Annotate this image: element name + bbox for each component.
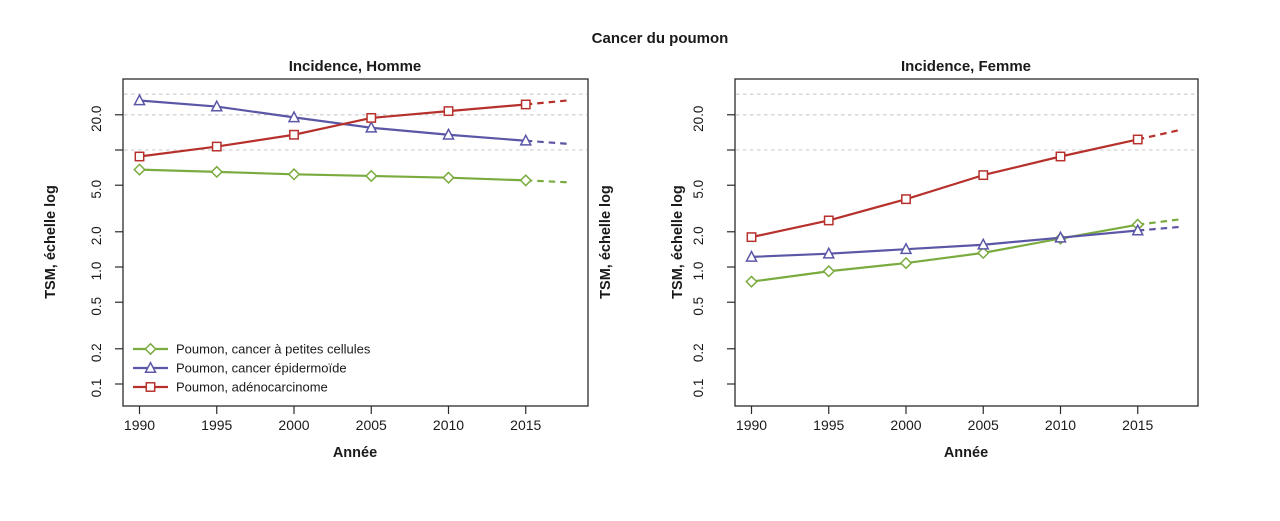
x-tick-label: 2000 [278, 417, 309, 433]
y-tick-label: 5.0 [89, 180, 104, 199]
y-tick-label: 1.0 [691, 262, 706, 281]
legend-label-epidermoide: Poumon, cancer épidermoïde [176, 361, 347, 376]
triangle-marker [822, 246, 835, 259]
triangle-marker [519, 133, 532, 146]
triangle-marker [133, 93, 146, 106]
triangle-marker [899, 242, 913, 255]
diamond-marker [144, 342, 157, 356]
y-tick-label: 2.0 [89, 226, 104, 245]
x-tick-label: 2005 [968, 417, 999, 433]
series-line-epidermoide [139, 99, 526, 142]
y-tick-label: 0.2 [691, 343, 706, 362]
diamond-marker [899, 256, 913, 270]
x-tick-label: 1990 [736, 417, 767, 433]
triangle-marker [365, 120, 378, 133]
triangle-marker [1054, 230, 1067, 243]
y-tick-label: 20.0 [89, 106, 104, 132]
main-title: Cancer du poumon [592, 30, 729, 47]
series-line-petites-cellules [139, 168, 526, 182]
y-tick-label: 0.5 [691, 297, 706, 316]
x-tick-label: 2010 [433, 417, 464, 433]
x-tick-label: 2000 [890, 417, 921, 433]
series-line-petites-cellules [751, 223, 1138, 283]
triangle-marker [144, 360, 157, 373]
y-tick-label: 0.2 [89, 343, 104, 362]
x-tick-label: 2010 [1045, 417, 1076, 433]
diamond-marker [210, 165, 224, 179]
triangle-marker [745, 249, 758, 262]
square-marker [1132, 134, 1143, 145]
series-line-adenocarcinome [751, 138, 1138, 239]
y-axis-title-femme-left: TSM, échelle log [670, 185, 686, 299]
panel-title-femme: Incidence, Femme [901, 58, 1031, 75]
diamond-marker [745, 275, 758, 288]
y-tick-label: 0.1 [89, 379, 104, 398]
y-axis-title-homme-right: TSM, échelle log [598, 185, 614, 299]
panel-homme: Incidence, Homme TSM, échelle log TSM, é… [43, 58, 614, 461]
legend-label-adenocarcinome: Poumon, adénocarcinome [176, 380, 328, 395]
legend-label-petites-cellules: Poumon, cancer à petites cellules [176, 342, 371, 357]
diamond-marker [519, 174, 533, 187]
series-line-epidermoide [751, 229, 1138, 258]
legend: Poumon, cancer à petites cellules Poumon… [133, 342, 371, 395]
y-tick-label: 0.5 [89, 297, 104, 316]
triangle-marker [210, 99, 223, 112]
plot-area-femme: 0.1 0.2 0.5 1.0 2.0 5.0 20.0 1990 1995 2000 2005 20… [691, 78, 1199, 433]
y-axis-title-homme-left: TSM, échelle log [43, 185, 59, 299]
diamond-marker [364, 169, 378, 183]
y-tick-label: 2.0 [691, 226, 706, 245]
x-tick-label: 1990 [124, 417, 155, 433]
square-marker [366, 112, 377, 123]
series-projection-epidermoide [1137, 225, 1180, 232]
plot-border [122, 78, 589, 407]
x-axis-title-femme: Année [944, 445, 988, 461]
plot-border [734, 78, 1199, 407]
panel-femme: Incidence, Femme TSM, échelle log Année … [670, 58, 1199, 461]
x-tick-label: 1995 [813, 417, 844, 433]
series-projection-adenocarcinome [1137, 129, 1180, 141]
square-marker [289, 129, 299, 140]
square-marker [145, 382, 156, 392]
square-marker [211, 141, 222, 152]
square-marker [978, 170, 989, 181]
diamond-marker [822, 264, 836, 278]
square-marker [520, 99, 531, 110]
square-marker [823, 215, 834, 226]
y-tick-label: 0.1 [691, 379, 706, 398]
y-tick-label: 1.0 [89, 262, 104, 281]
square-marker [1055, 151, 1066, 162]
x-axis-title-homme: Année [333, 445, 377, 461]
square-marker [746, 232, 757, 243]
y-tick-label: 20.0 [691, 106, 706, 132]
diamond-marker [976, 246, 990, 260]
diamond-marker [287, 168, 301, 181]
diamond-marker [133, 163, 146, 176]
series-line-adenocarcinome [139, 103, 526, 158]
triangle-marker [977, 237, 990, 250]
series-projection-petites-cellules [525, 179, 568, 184]
triangle-marker [1131, 223, 1144, 236]
x-tick-label: 2015 [1122, 417, 1153, 433]
diamond-marker [442, 171, 455, 184]
series-projection-epidermoide [525, 139, 568, 145]
triangle-marker [287, 110, 301, 123]
series-projection-petites-cellules [1137, 218, 1180, 226]
x-tick-label: 1995 [201, 417, 232, 433]
plot-area-homme: 0.1 0.2 0.5 1.0 2.0 5.0 20.0 1990 1995 2000 2005 20… [89, 78, 589, 433]
series-projection-adenocarcinome [525, 99, 568, 106]
x-tick-label: 2015 [510, 417, 541, 433]
y-tick-label: 5.0 [691, 180, 706, 199]
x-tick-label: 2005 [356, 417, 387, 433]
triangle-marker [442, 127, 455, 140]
square-marker [901, 194, 911, 205]
panel-title-homme: Incidence, Homme [289, 58, 422, 75]
square-marker [443, 106, 454, 117]
square-marker [134, 151, 145, 162]
